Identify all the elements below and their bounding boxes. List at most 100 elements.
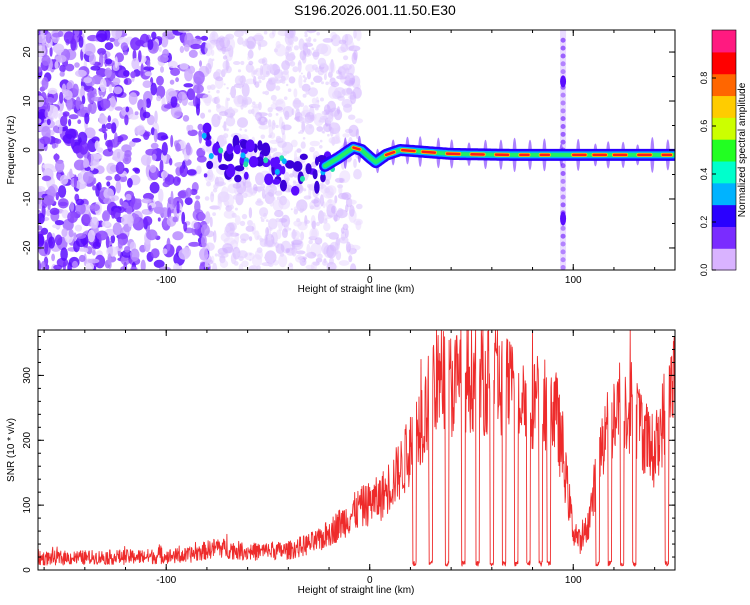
noise-speck xyxy=(311,82,314,85)
streak-blob xyxy=(561,187,566,192)
noise-blob xyxy=(218,197,222,211)
noise-blob xyxy=(173,216,178,222)
noise-blob xyxy=(304,195,312,199)
noise-speck xyxy=(276,136,281,141)
signal-hot-blob xyxy=(243,161,248,167)
noise-blob xyxy=(67,262,72,275)
noise-blob xyxy=(147,60,151,67)
streak-blob xyxy=(561,195,566,200)
noise-speck xyxy=(284,234,287,237)
noise-speck xyxy=(287,47,292,52)
noise-blob xyxy=(107,253,111,265)
signal-blob xyxy=(305,163,311,174)
noise-speck xyxy=(256,266,260,270)
noise-speck xyxy=(269,228,272,231)
noise-blob xyxy=(90,66,100,71)
noise-speck xyxy=(246,167,249,170)
noise-speck xyxy=(237,253,240,256)
noise-blob xyxy=(83,171,94,183)
noise-speck xyxy=(296,218,300,222)
streak-blob xyxy=(561,53,566,58)
noise-blob xyxy=(64,90,73,100)
noise-blob xyxy=(154,201,163,214)
noise-blob xyxy=(201,234,207,247)
noise-speck xyxy=(321,81,324,84)
noise-blob xyxy=(96,231,108,241)
noise-speck xyxy=(303,94,307,98)
noise-speck xyxy=(272,78,277,83)
noise-blob xyxy=(69,229,74,237)
noise-blob xyxy=(125,194,131,201)
noise-blob xyxy=(154,111,158,124)
noise-blob xyxy=(121,42,128,51)
noise-blob xyxy=(129,92,138,105)
signal-blob xyxy=(226,143,233,154)
noise-blob xyxy=(331,206,337,214)
noise-speck xyxy=(305,219,307,221)
noise-speck xyxy=(289,263,293,267)
noise-blob xyxy=(180,165,184,173)
streak-blob xyxy=(561,249,566,254)
noise-blob xyxy=(36,225,42,230)
colorbar-tick-label: 0.0 xyxy=(699,264,709,277)
snr-x-axis-label: Height of straight line (km) xyxy=(298,585,415,596)
noise-blob xyxy=(183,115,189,122)
signal-hot-core xyxy=(402,150,414,151)
noise-blob xyxy=(106,123,113,129)
noise-speck xyxy=(275,86,280,91)
noise-speck xyxy=(309,125,313,129)
noise-blob xyxy=(302,55,306,64)
noise-speck xyxy=(324,187,330,193)
signal-blob xyxy=(234,175,242,183)
noise-blob xyxy=(222,243,233,253)
noise-blob xyxy=(337,106,340,114)
noise-blob xyxy=(329,264,337,270)
noise-speck xyxy=(252,70,257,75)
noise-speck xyxy=(284,96,288,100)
noise-blob xyxy=(356,204,363,210)
noise-blob xyxy=(340,44,348,53)
noise-speck xyxy=(313,39,316,42)
noise-speck xyxy=(242,41,248,47)
noise-blob xyxy=(292,108,295,115)
noise-speck xyxy=(303,170,306,173)
noise-blob xyxy=(330,122,339,128)
noise-speck xyxy=(257,247,263,253)
streak-blob xyxy=(561,69,566,74)
noise-blob xyxy=(47,103,50,112)
noise-blob xyxy=(350,91,356,104)
noise-blob xyxy=(118,239,123,249)
noise-blob xyxy=(106,181,110,186)
noise-speck xyxy=(322,131,325,134)
noise-blob xyxy=(331,82,339,88)
noise-speck xyxy=(249,259,251,261)
signal-blob xyxy=(246,139,255,152)
noise-blob xyxy=(163,181,171,187)
noise-blob xyxy=(154,129,158,143)
noise-blob xyxy=(69,169,72,179)
noise-blob xyxy=(162,142,168,156)
noise-blob xyxy=(223,55,227,59)
noise-speck xyxy=(274,48,278,52)
noise-blob xyxy=(150,83,157,96)
signal-blob xyxy=(218,164,228,170)
noise-blob xyxy=(342,64,352,71)
noise-speck xyxy=(212,212,216,216)
noise-speck xyxy=(289,40,294,45)
noise-blob xyxy=(294,206,300,212)
noise-blob xyxy=(328,232,339,240)
signal-blob xyxy=(280,180,287,192)
noise-blob xyxy=(43,195,54,205)
noise-blob xyxy=(175,143,181,152)
noise-blob xyxy=(196,166,202,175)
noise-blob xyxy=(130,71,136,78)
noise-speck xyxy=(268,135,272,139)
noise-blob xyxy=(282,124,292,130)
noise-speck xyxy=(273,123,276,126)
noise-blob xyxy=(83,158,89,168)
noise-speck xyxy=(310,112,313,115)
noise-blob xyxy=(131,58,139,70)
noise-speck xyxy=(261,76,265,80)
colorbar-swatch xyxy=(712,183,736,205)
